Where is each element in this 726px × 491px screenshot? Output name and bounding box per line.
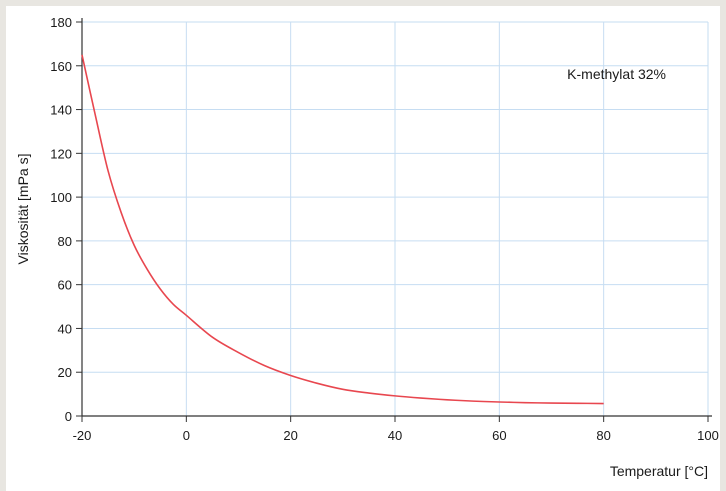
- x-axis-title: Temperatur [°C]: [610, 463, 708, 479]
- x-tick-label: 100: [697, 428, 719, 443]
- y-tick-label: 120: [50, 146, 72, 161]
- y-tick-label: 40: [58, 321, 72, 336]
- x-tick-label: 80: [596, 428, 610, 443]
- x-tick-label: 40: [388, 428, 402, 443]
- x-tick-label: 60: [492, 428, 506, 443]
- x-tick-label: -20: [73, 428, 92, 443]
- chart-frame: 0 20 40 60 80 100 120 140 160 180 -20 0 20 40 60 80 100 …: [6, 6, 720, 491]
- y-tick-label: 80: [58, 234, 72, 249]
- y-tick-label: 160: [50, 59, 72, 74]
- grid: [82, 21, 709, 416]
- x-tick-label: 20: [283, 428, 297, 443]
- series-annotation: K-methylat 32%: [567, 66, 666, 82]
- series-layer: [81, 54, 604, 405]
- viscosity-series-line: [81, 54, 604, 405]
- y-tick-label: 0: [65, 409, 72, 424]
- y-tick-label: 20: [58, 365, 72, 380]
- y-tick-label: 140: [50, 103, 72, 118]
- axes: [76, 18, 712, 422]
- y-axis-title: Viskosität [mPa s]: [15, 153, 31, 264]
- y-tick-label: 100: [50, 190, 72, 205]
- y-tick-label: 180: [50, 15, 72, 30]
- y-tick-label: 60: [58, 278, 72, 293]
- x-tick-label: 0: [183, 428, 190, 443]
